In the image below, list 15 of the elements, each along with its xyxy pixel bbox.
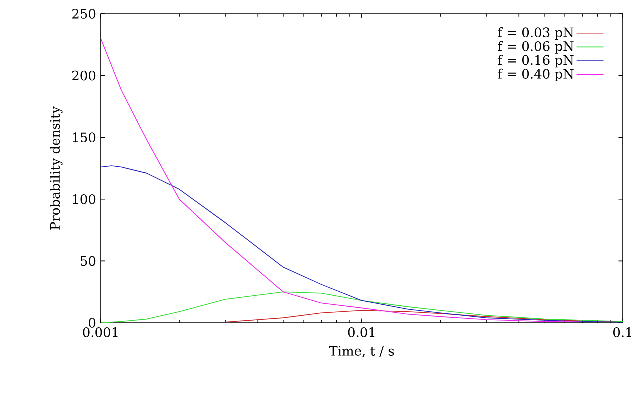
y-tick-label: 150 bbox=[73, 132, 96, 143]
y-tick-label: 200 bbox=[72, 70, 96, 81]
y-tick-label: 100 bbox=[73, 194, 96, 204]
y-axis-title: Probability density bbox=[50, 106, 63, 230]
legend-label: f = 0.40 pN bbox=[498, 68, 574, 82]
y-tick-label: 0 bbox=[89, 318, 96, 328]
legend-label: f = 0.06 pN bbox=[498, 41, 574, 54]
x-tick-label: 0.1 bbox=[614, 328, 632, 338]
x-axis-title: Time, t / s bbox=[329, 346, 394, 358]
legend-label: f = 0.16 pN bbox=[498, 55, 574, 68]
x-tick-label: 0.01 bbox=[348, 328, 375, 338]
legend-label: f = 0.03 pN bbox=[498, 27, 574, 40]
x-tick-label: 0.001 bbox=[83, 328, 118, 338]
y-tick-label: 250 bbox=[72, 9, 96, 19]
y-tick-label: 50 bbox=[81, 256, 96, 266]
